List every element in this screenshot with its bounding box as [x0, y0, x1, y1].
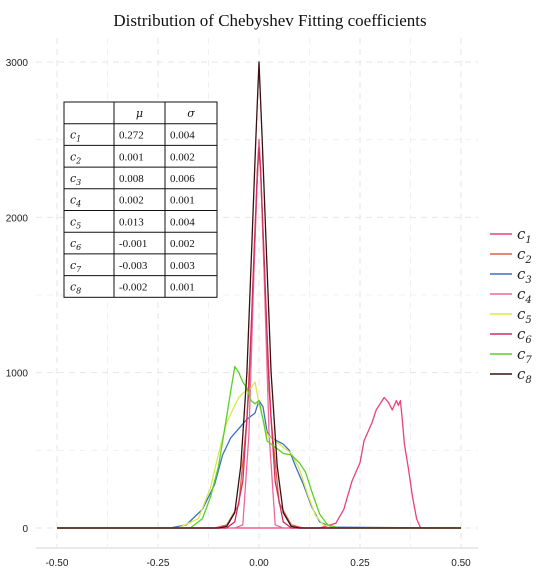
table-cell-mu: 0.013 — [119, 216, 144, 228]
table-cell-sigma: 0.001 — [170, 195, 195, 207]
table-cell-sigma: 0.002 — [170, 151, 195, 163]
table-cell-mu: 0.272 — [119, 130, 144, 142]
table-cell-sigma: 0.004 — [170, 130, 195, 142]
table-row-label: c7 — [70, 259, 82, 274]
y-tick-label: 2000 — [6, 213, 29, 224]
table-row-label: c5 — [70, 215, 81, 230]
table-cell-mu: 0.008 — [119, 173, 144, 185]
series-line-c4 — [57, 139, 461, 529]
table-cell-sigma: 0.003 — [170, 260, 195, 272]
x-tick-label: -0.50 — [46, 558, 69, 569]
legend-label-c5: c5 — [517, 305, 532, 326]
x-tick-label: 0.00 — [249, 558, 269, 569]
table-cell-mu: -0.001 — [119, 238, 147, 250]
legend-label-c6: c6 — [517, 325, 532, 346]
series-lines — [57, 61, 462, 529]
table-cell-sigma: 0.002 — [170, 238, 195, 250]
series-line-c8 — [57, 61, 461, 529]
x-axis-ticks: -0.50 -0.25 0.00 0.25 0.50 — [46, 558, 472, 569]
legend-label-c1: c1 — [517, 225, 532, 246]
table-header: μ — [136, 107, 143, 120]
table-cell-mu: 0.002 — [119, 195, 144, 207]
series-line-c6 — [57, 146, 461, 529]
table-cell-mu: -0.002 — [119, 281, 147, 293]
y-tick-label: 0 — [22, 524, 28, 535]
legend-label-c7: c7 — [517, 345, 532, 366]
series-line-c7 — [57, 365, 461, 529]
series-line-c1 — [57, 396, 461, 529]
table-row-label: c8 — [70, 280, 81, 295]
legend-label-c2: c2 — [517, 245, 532, 266]
legend-label-c8: c8 — [517, 365, 532, 386]
y-tick-label: 3000 — [6, 58, 29, 69]
table-cell-sigma: 0.001 — [170, 281, 195, 293]
x-tick-label: 0.25 — [350, 558, 370, 569]
stats-table: μ σ c1 0.272 0.004 c2 0.001 0.002 c3 0.008 0.006 c4… — [63, 101, 218, 298]
table-cell-sigma: 0.004 — [170, 216, 195, 228]
table-row-label: c6 — [70, 237, 81, 252]
legend-label-c3: c3 — [517, 265, 532, 286]
table-frame — [63, 101, 218, 298]
table-cell-sigma: 0.006 — [170, 173, 195, 185]
y-axis-ticks: 0 1000 2000 3000 — [6, 58, 29, 535]
table-row-label: c4 — [70, 194, 81, 209]
series-line-c3 — [57, 399, 462, 529]
x-tick-label: -0.25 — [147, 558, 170, 569]
table-row-label: c2 — [70, 150, 81, 165]
table-cell-mu: 0.001 — [119, 151, 144, 163]
table-row-label: c1 — [70, 129, 81, 144]
x-tick-label: 0.50 — [451, 558, 471, 569]
table-header: σ — [187, 107, 195, 120]
y-tick-label: 1000 — [6, 369, 29, 380]
chart-title: Distribution of Chebyshev Fitting coeffi… — [113, 11, 426, 30]
table-row-label: c3 — [70, 172, 81, 187]
table-cell-mu: -0.003 — [119, 260, 148, 272]
legend-label-c4: c4 — [517, 285, 532, 306]
